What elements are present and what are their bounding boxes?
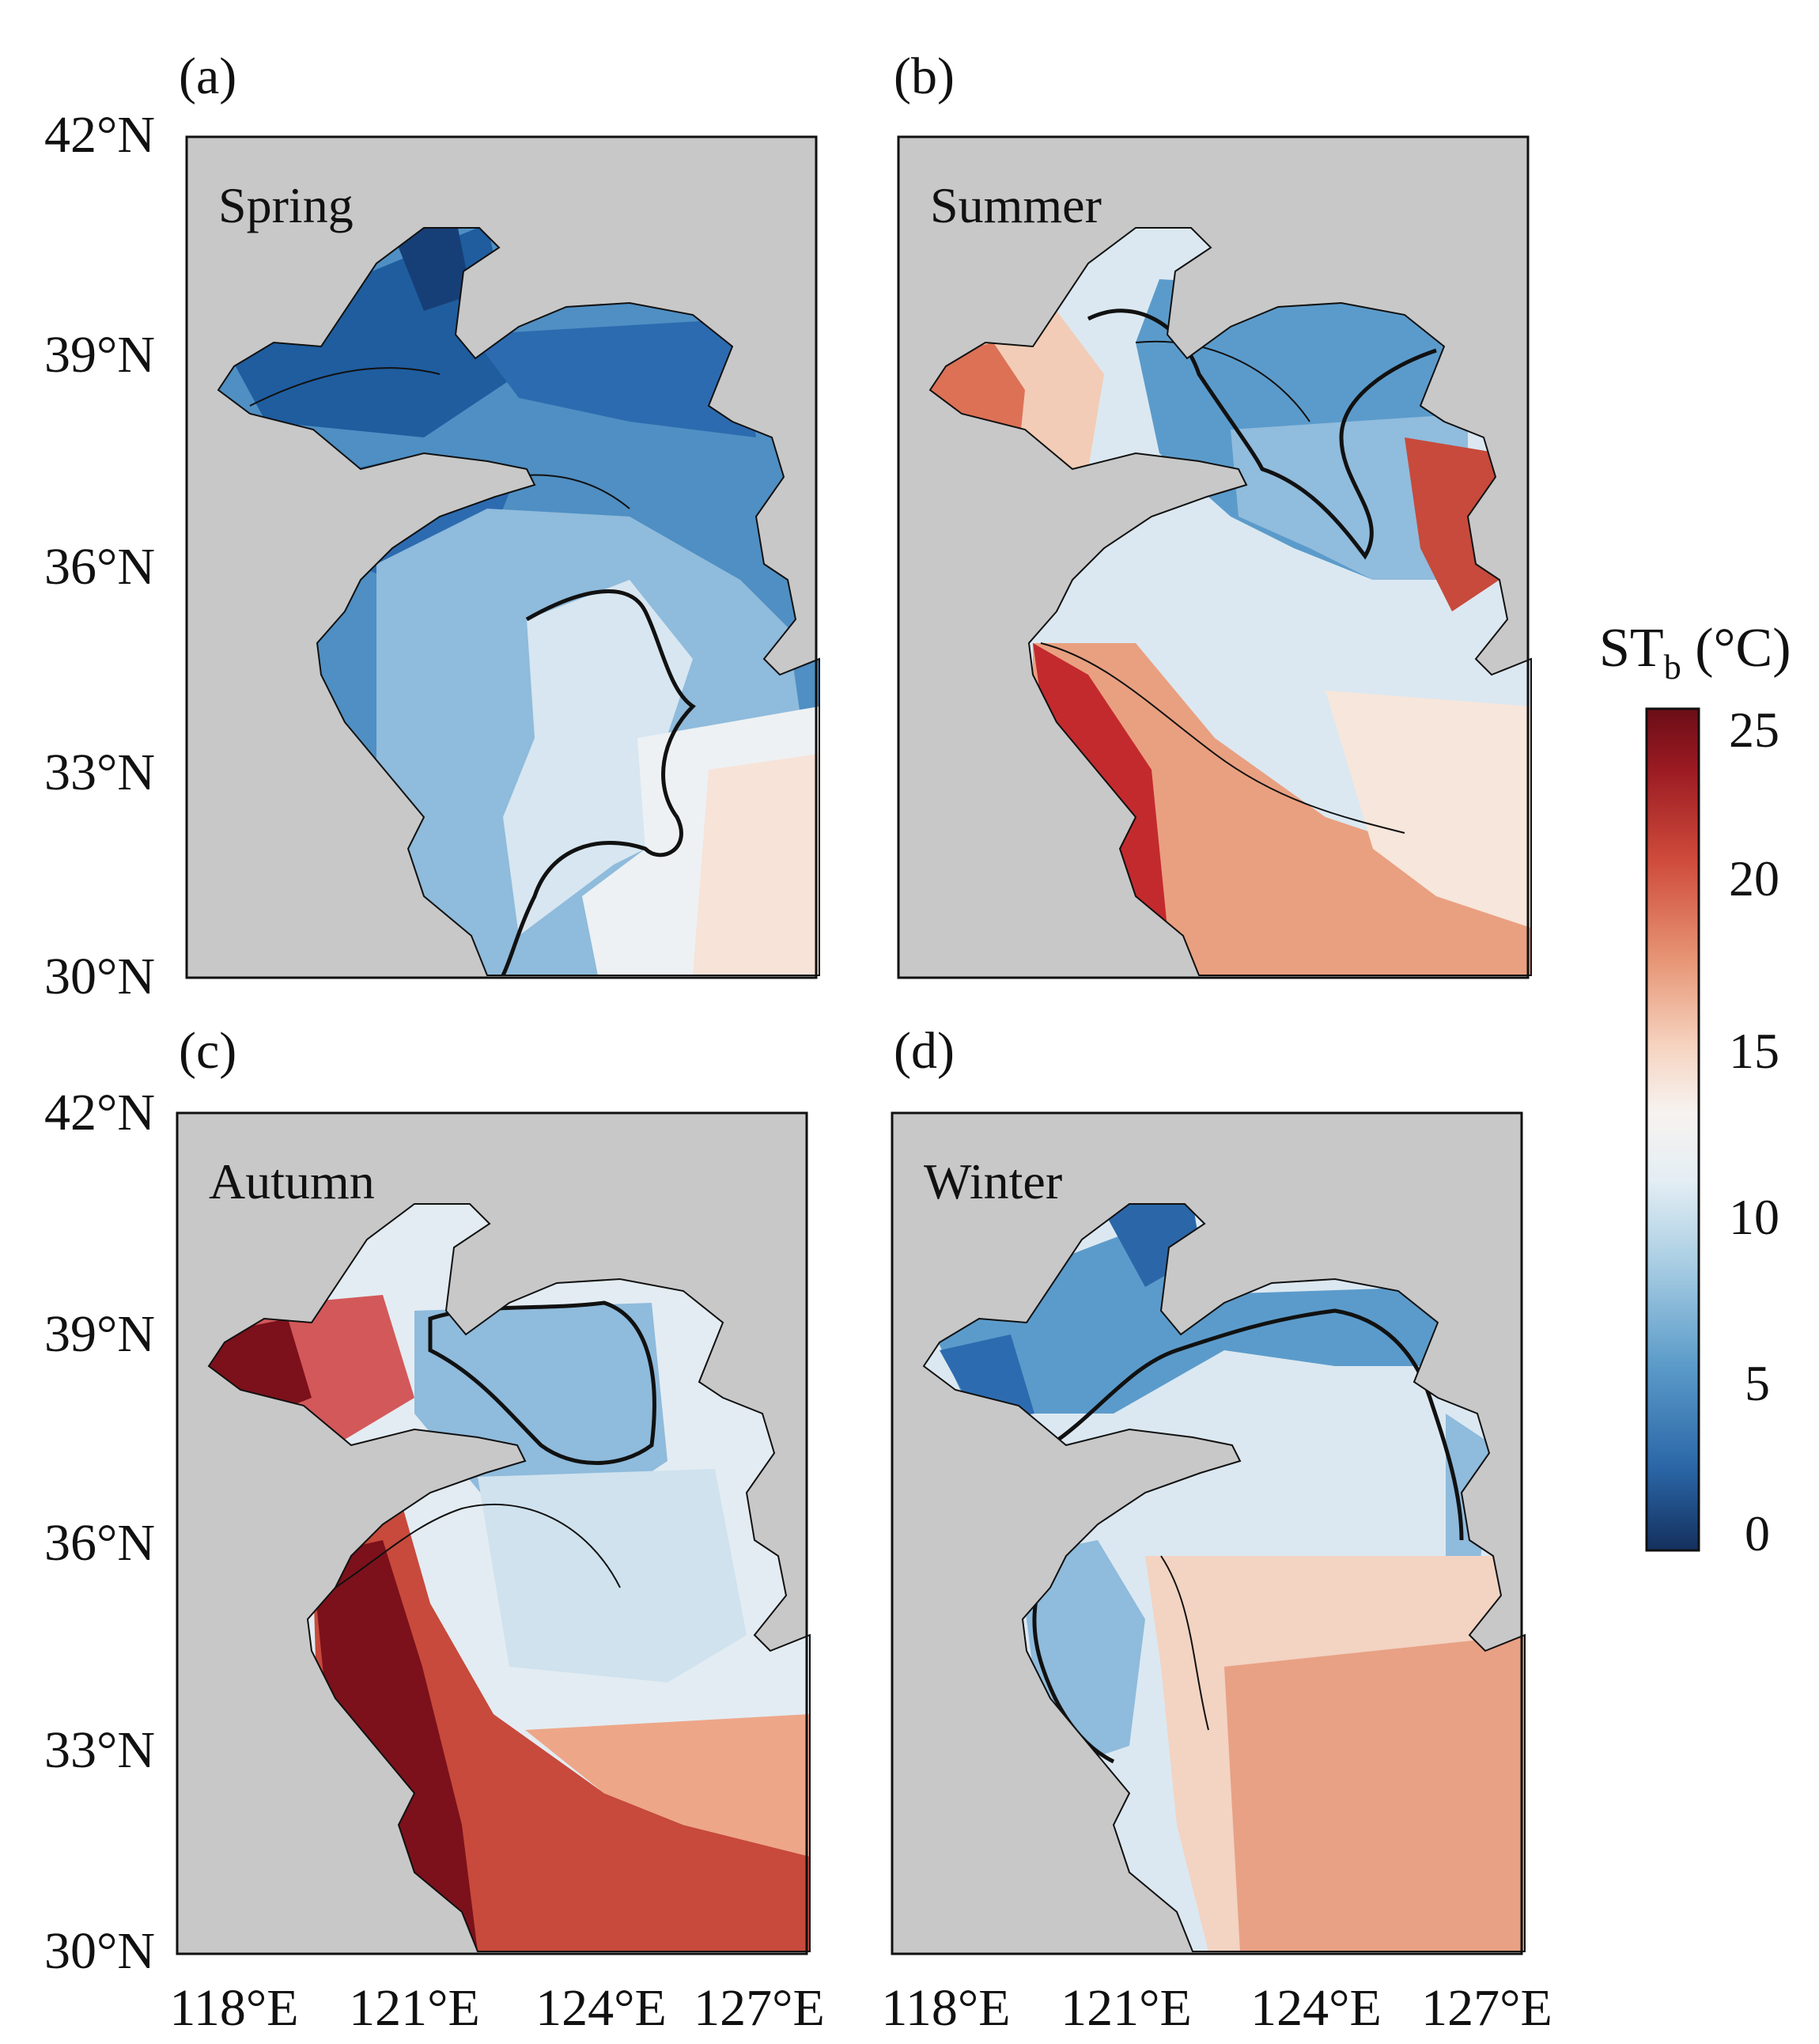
colorbar-ticks: 25 20 15 10 5 0 [1729, 702, 1779, 1561]
panel-b-frame [897, 135, 1530, 979]
lat-axis-bottom: 42°N 39°N 36°N 33°N 30°N [44, 1084, 155, 1980]
colorbar: STb (°C) 25 20 15 10 5 0 [1599, 618, 1791, 1561]
colorbar-title: STb (°C) [1599, 618, 1791, 687]
lat-label-36N-top: 36°N [44, 538, 155, 596]
panel-a-season-label: Spring [218, 177, 354, 233]
panel-c-frame [176, 1111, 808, 1955]
lon-label-118E-c: 118°E [169, 1979, 298, 2037]
lon-label-121E-d: 121°E [1061, 1979, 1192, 2037]
lat-axis-top: 42°N 39°N 36°N 33°N 30°N [44, 106, 155, 1005]
colorbar-title-main: ST [1599, 618, 1664, 679]
panel-d-frame [891, 1111, 1523, 1955]
colorbar-tick-5: 5 [1745, 1355, 1770, 1411]
lon-label-127E-d: 127°E [1421, 1979, 1552, 2037]
panel-b: Summer [897, 135, 1532, 979]
panel-c: Autumn [176, 1111, 811, 1955]
panel-a-letter: (a) [179, 47, 236, 105]
lat-label-42N-top: 42°N [44, 106, 155, 164]
lat-label-42N-bottom: 42°N [44, 1084, 155, 1141]
lat-label-30N-top: 30°N [44, 948, 155, 1005]
panel-d-letter: (d) [894, 1022, 955, 1080]
panel-a: Spring [185, 135, 820, 979]
panel-b-letter: (b) [894, 47, 955, 105]
colorbar-tick-20: 20 [1729, 850, 1779, 907]
panel-d-sea [924, 1204, 1525, 1951]
lon-label-127E-c: 127°E [694, 1979, 825, 2037]
panel-c-season-label: Autumn [209, 1153, 375, 1209]
colorbar-bar [1645, 707, 1700, 1552]
colorbar-tick-10: 10 [1729, 1189, 1779, 1245]
lat-label-39N-top: 39°N [44, 326, 155, 384]
lon-label-124E-c: 124°E [535, 1979, 667, 2037]
lat-label-33N-bottom: 33°N [44, 1721, 155, 1779]
colorbar-tick-25: 25 [1729, 702, 1779, 758]
colorbar-title-unit: (°C) [1681, 618, 1791, 679]
panel-a-frame [185, 135, 818, 979]
lon-label-124E-d: 124°E [1250, 1979, 1382, 2037]
lon-axis-d: 118°E 121°E 124°E 127°E [881, 1979, 1552, 2037]
panel-d-season-label: Winter [924, 1153, 1062, 1209]
colorbar-tick-15: 15 [1729, 1023, 1779, 1079]
panel-b-season-label: Summer [930, 177, 1102, 233]
colorbar-title-sub: b [1664, 648, 1681, 687]
panel-d: Winter [891, 1111, 1526, 1955]
lon-label-121E-c: 121°E [349, 1979, 480, 2037]
lon-axis-c: 118°E 121°E 124°E 127°E [169, 1979, 824, 2037]
lat-label-39N-bottom: 39°N [44, 1305, 155, 1363]
lat-label-36N-bottom: 36°N [44, 1514, 155, 1572]
colorbar-tick-0: 0 [1745, 1505, 1770, 1561]
panel-c-letter: (c) [179, 1022, 236, 1080]
lon-label-118E-d: 118°E [881, 1979, 1010, 2037]
lat-label-33N-top: 33°N [44, 744, 155, 801]
lat-label-30N-bottom: 30°N [44, 1922, 155, 1980]
